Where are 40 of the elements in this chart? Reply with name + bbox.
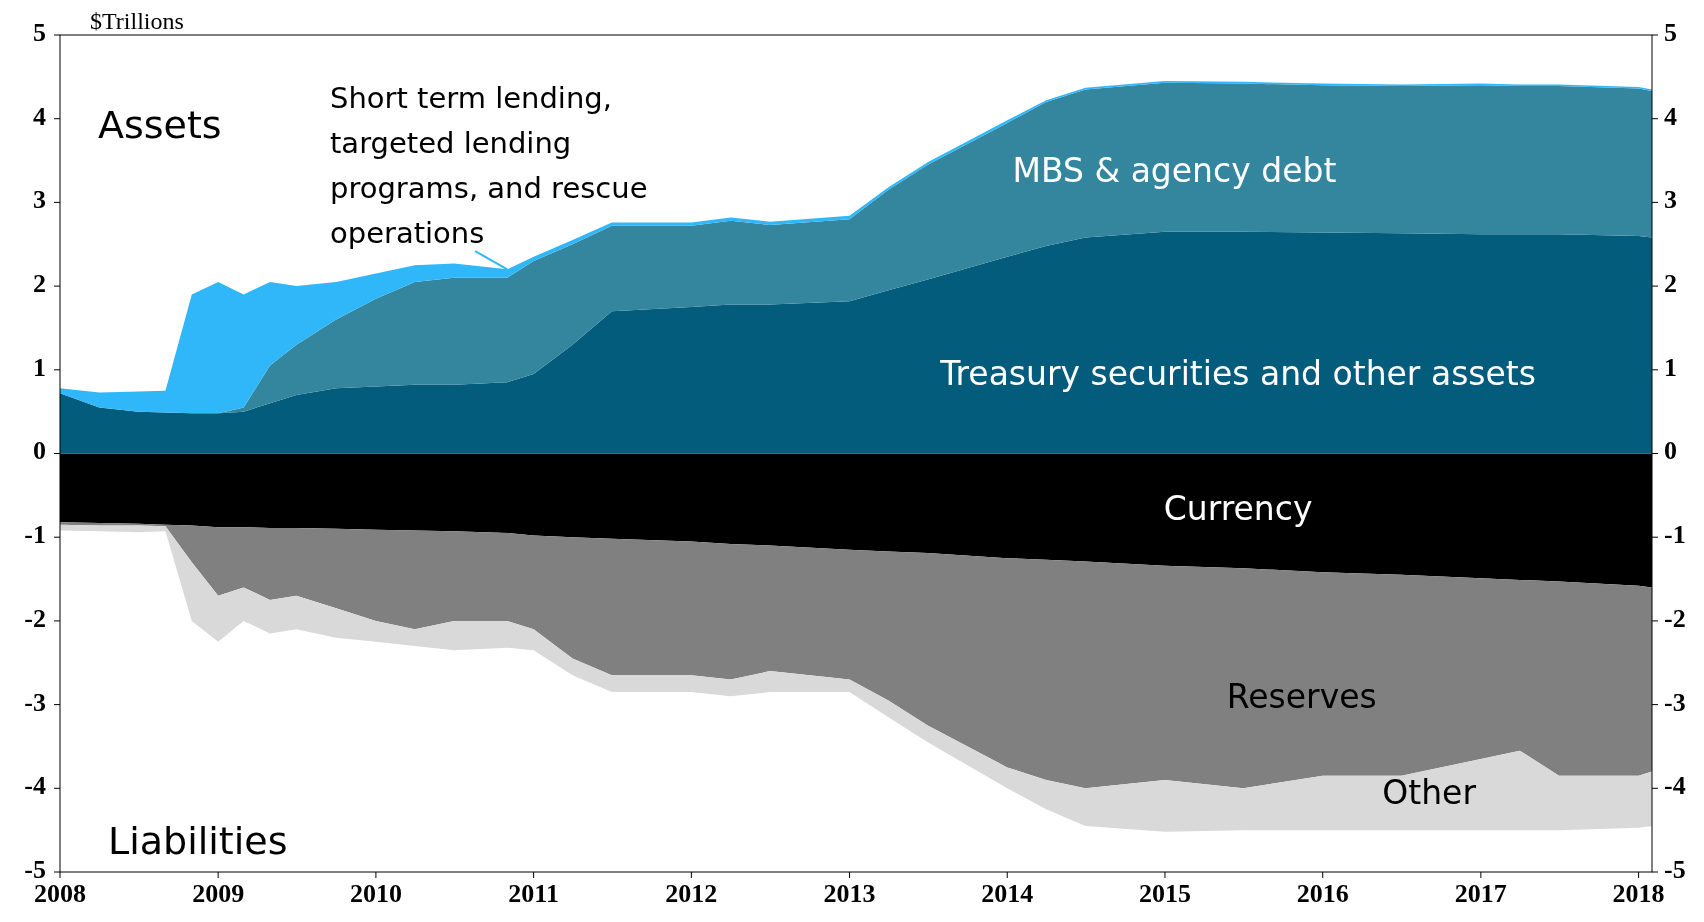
y2-tick-label: 1 [1664, 352, 1677, 382]
y2-tick-label: 5 [1664, 17, 1677, 47]
y2-tick-label: -3 [1664, 687, 1686, 717]
y-tick-label: -2 [24, 603, 46, 633]
x-tick-label: 2017 [1454, 879, 1507, 908]
x-tick-label: 2009 [192, 879, 245, 908]
y-tick-label: 2 [33, 269, 46, 299]
y-tick-label: -1 [24, 520, 46, 550]
series-label: Other [1382, 773, 1477, 813]
annotation: Assets [98, 103, 222, 147]
series-label: Currency [1163, 489, 1313, 529]
y2-tick-label: 2 [1664, 269, 1677, 299]
x-tick-label: 2016 [1296, 879, 1349, 908]
y2-tick-label: -4 [1664, 771, 1686, 801]
y2-tick-label: 0 [1664, 436, 1677, 466]
y-tick-label: 0 [33, 436, 46, 466]
y-tick-label: 1 [33, 352, 46, 382]
annotation: Liabilities [108, 819, 288, 863]
y2-tick-label: 4 [1664, 101, 1677, 131]
y2-tick-label: 3 [1664, 185, 1677, 215]
x-tick-label: 2015 [1138, 879, 1191, 908]
y-tick-label: 4 [33, 101, 46, 131]
x-tick-label: 2010 [349, 879, 402, 908]
y2-tick-label: -2 [1664, 603, 1686, 633]
x-tick-label: 2011 [508, 879, 559, 908]
x-tick-label: 2012 [665, 879, 718, 908]
x-tick-label: 2014 [981, 879, 1034, 908]
y-axis-title: $Trillions [90, 8, 184, 34]
y2-tick-label: -5 [1664, 854, 1686, 884]
x-tick-label: 2018 [1612, 879, 1665, 908]
y-tick-label: -3 [24, 687, 46, 717]
y-tick-label: 3 [33, 185, 46, 215]
x-tick-label: 2013 [823, 879, 876, 908]
y2-tick-label: -1 [1664, 520, 1686, 550]
series-label: Reserves [1226, 676, 1377, 716]
y-tick-label: -4 [24, 771, 46, 801]
series-label: MBS & agency debt [1012, 150, 1337, 190]
series-label: Treasury securities and other assets [939, 354, 1536, 394]
y-tick-label: 5 [33, 17, 46, 47]
series-label: Short term lending, targeted lending programs, and rescue operations [330, 81, 648, 250]
